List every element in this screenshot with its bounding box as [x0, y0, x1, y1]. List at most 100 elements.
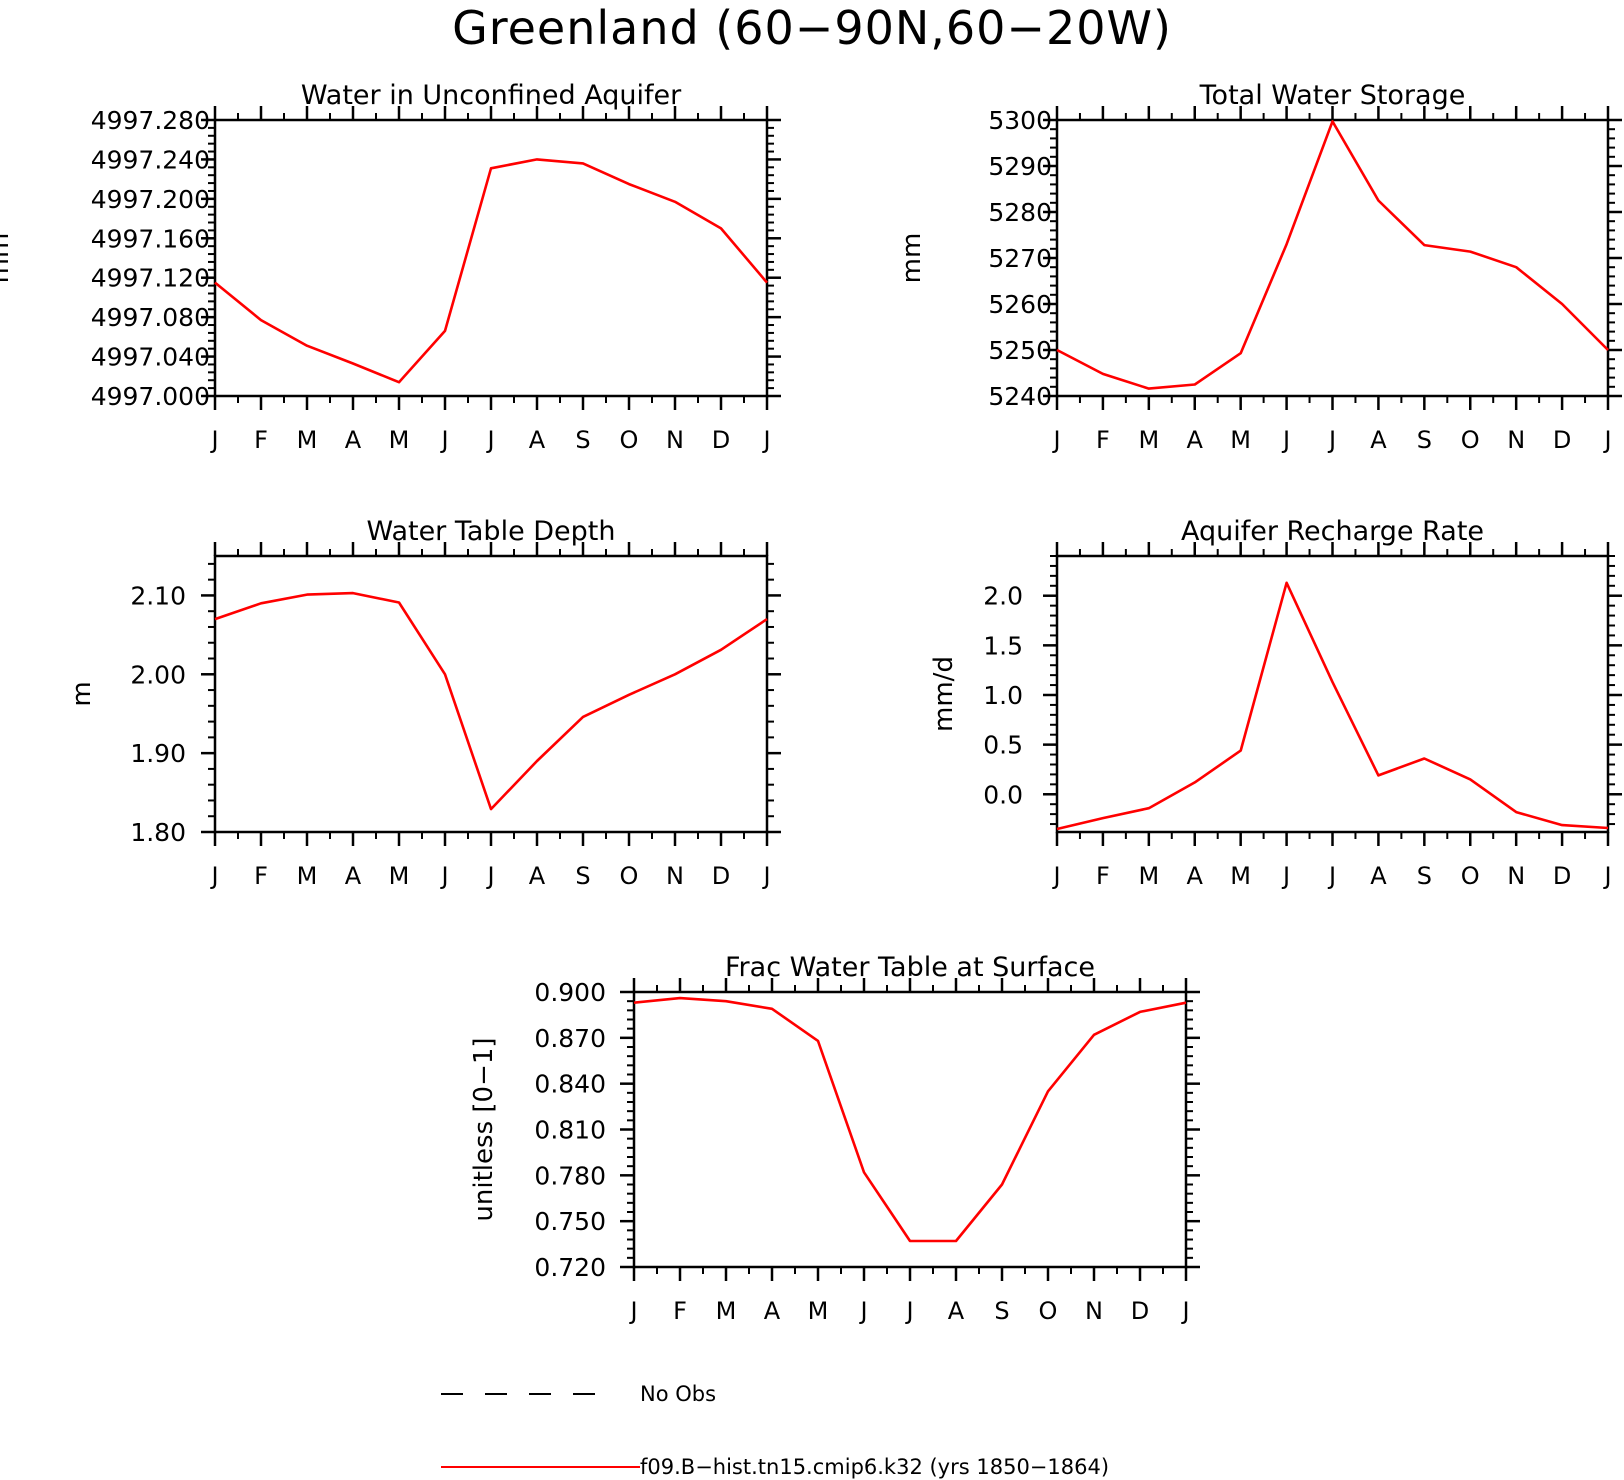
x-tick-label: M [1230, 862, 1251, 890]
y-tick-label: 0.840 [534, 1070, 606, 1099]
x-tick-label: O [1039, 1297, 1058, 1325]
x-tick-label: M [297, 862, 318, 890]
x-tick-label: J [439, 862, 448, 890]
x-tick-label: J [1602, 862, 1611, 890]
x-tick-label: A [1187, 862, 1204, 890]
x-tick-label: N [666, 426, 684, 454]
x-tick-label: D [1131, 1297, 1149, 1325]
x-tick-label: J [858, 1297, 867, 1325]
x-tick-label: J [904, 1297, 913, 1325]
x-tick-label: F [254, 426, 268, 454]
y-tick-label: 5270 [988, 244, 1052, 273]
y-tick-label: 0.720 [534, 1253, 606, 1282]
y-tick-label: 4997.200 [91, 185, 210, 214]
x-tick-label: J [761, 862, 770, 890]
x-tick-label: F [673, 1297, 687, 1325]
y-tick-label: 5240 [988, 382, 1052, 411]
y-tick-label: 4997.080 [91, 303, 210, 332]
y-tick-label: 1.0 [983, 681, 1023, 710]
x-tick-label: A [345, 426, 362, 454]
x-tick-label: M [1138, 862, 1159, 890]
x-tick-label: N [1507, 426, 1525, 454]
panel-title: Aquifer Recharge Rate [1181, 516, 1484, 547]
x-tick-label: A [1370, 426, 1387, 454]
legend-no-obs-label: No Obs [640, 1382, 716, 1406]
x-tick-label: S [994, 1297, 1009, 1325]
x-tick-label: J [1281, 426, 1290, 454]
x-tick-label: N [1507, 862, 1525, 890]
panel-title: Water Table Depth [366, 516, 615, 547]
y-tick-label: 5260 [988, 290, 1052, 319]
y-tick-label: 1.80 [130, 818, 186, 847]
x-tick-label: S [1417, 862, 1432, 890]
x-tick-label: M [808, 1297, 829, 1325]
x-tick-label: M [297, 426, 318, 454]
series-line [1056, 120, 1609, 390]
x-tick-label: M [389, 426, 410, 454]
x-tick-label: J [628, 1297, 637, 1325]
plot-frame [632, 990, 1188, 1269]
y-tick-label: 2.10 [130, 581, 186, 610]
y-axis-title: mm [897, 233, 927, 284]
y-tick-label: 0.780 [534, 1161, 606, 1190]
figure-title: Greenland (60−90N,60−20W) [452, 1, 1172, 55]
y-tick-label: 0.810 [534, 1116, 606, 1145]
x-tick-label: J [1602, 426, 1611, 454]
plot-frame [1055, 554, 1610, 834]
x-tick-label: J [1051, 426, 1060, 454]
series-line [214, 591, 768, 811]
x-tick-label: J [1180, 1297, 1189, 1325]
y-tick-label: 4997.160 [91, 224, 210, 253]
x-tick-label: D [1553, 426, 1571, 454]
y-tick-label: 4997.040 [91, 343, 210, 372]
x-tick-label: A [345, 862, 362, 890]
x-tick-label: J [1327, 862, 1336, 890]
y-axis-title: mm [0, 233, 15, 284]
y-tick-label: 0.750 [534, 1207, 606, 1236]
y-tick-label: 0.870 [534, 1024, 606, 1053]
x-tick-label: J [1327, 426, 1336, 454]
panel-title: Water in Unconfined Aquifer [301, 80, 682, 111]
x-tick-label: F [254, 862, 268, 890]
x-tick-label: O [620, 426, 639, 454]
x-tick-label: J [1051, 862, 1060, 890]
y-tick-label: 0.900 [534, 978, 606, 1007]
x-tick-label: A [948, 1297, 965, 1325]
y-tick-label: 5250 [988, 336, 1052, 365]
x-tick-label: S [575, 862, 590, 890]
x-tick-label: J [439, 426, 448, 454]
x-tick-label: M [1138, 426, 1159, 454]
x-tick-label: D [1553, 862, 1571, 890]
x-tick-label: F [1096, 862, 1110, 890]
x-tick-label: J [209, 862, 218, 890]
x-tick-label: M [716, 1297, 737, 1325]
x-tick-label: O [1461, 426, 1480, 454]
y-tick-label: 2.00 [130, 660, 186, 689]
x-tick-label: J [485, 862, 494, 890]
x-tick-label: F [1096, 426, 1110, 454]
y-tick-label: 2.0 [983, 582, 1023, 611]
x-tick-label: S [1417, 426, 1432, 454]
x-tick-label: J [209, 426, 218, 454]
x-tick-label: D [712, 862, 730, 890]
x-tick-label: A [1370, 862, 1387, 890]
y-tick-label: 5290 [988, 152, 1052, 181]
x-tick-label: J [761, 426, 770, 454]
y-tick-label: 0.0 [983, 780, 1023, 809]
y-tick-label: 0.5 [983, 731, 1023, 760]
legend-model-label: f09.B−hist.tn15.cmip6.k32 (yrs 1850−1864… [640, 1455, 1109, 1479]
y-tick-label: 1.90 [130, 739, 186, 768]
x-tick-label: M [1230, 426, 1251, 454]
plot-frame [1055, 118, 1610, 398]
panel-title: Frac Water Table at Surface [725, 952, 1095, 983]
x-tick-label: N [666, 862, 684, 890]
x-tick-label: A [1187, 426, 1204, 454]
x-tick-label: A [529, 862, 546, 890]
